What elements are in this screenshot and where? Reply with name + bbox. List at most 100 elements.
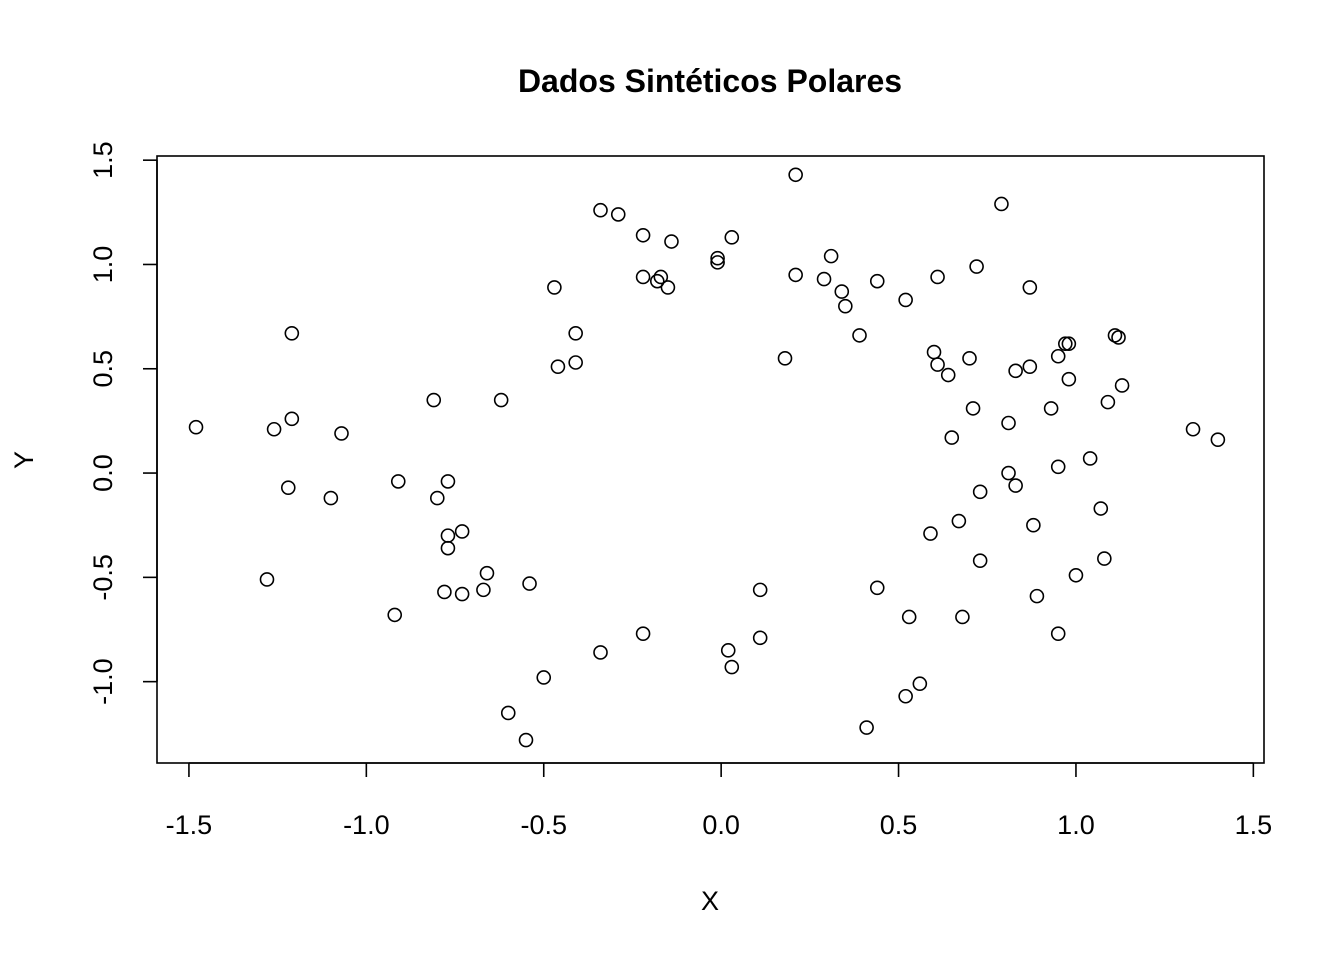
- data-point: [720, 643, 736, 658]
- data-point: [1058, 336, 1073, 352]
- data-point: [476, 582, 491, 598]
- data-point: [930, 269, 945, 285]
- data-point: [944, 430, 960, 445]
- data-point: [940, 367, 956, 383]
- x-tick-label: 1.5: [1235, 810, 1273, 840]
- data-point: [1008, 478, 1023, 493]
- data-point: [334, 426, 349, 441]
- data-point: [550, 359, 566, 374]
- data-point: [547, 280, 562, 295]
- data-point: [1029, 588, 1045, 604]
- data-point: [479, 565, 495, 581]
- data-point: [1050, 459, 1066, 475]
- data-point: [823, 248, 839, 264]
- data-point: [493, 392, 509, 408]
- data-point: [788, 167, 803, 183]
- data-point: [1185, 421, 1201, 437]
- data-point: [390, 474, 406, 489]
- data-point: [994, 196, 1009, 212]
- data-point: [955, 609, 970, 625]
- data-point: [522, 576, 537, 591]
- data-point: [660, 280, 676, 295]
- data-point: [752, 630, 768, 646]
- y-axis-label: Y: [9, 451, 39, 469]
- data-point: [710, 255, 725, 270]
- data-point: [635, 626, 651, 641]
- data-point: [1068, 567, 1084, 583]
- data-point: [1022, 359, 1038, 374]
- chart-title: Dados Sintéticos Polares: [518, 63, 902, 99]
- data-point: [568, 326, 583, 341]
- data-point: [387, 607, 403, 623]
- data-point: [259, 572, 275, 587]
- data-point: [593, 645, 608, 660]
- data-point: [188, 419, 204, 435]
- x-tick-label: 0.5: [880, 810, 918, 840]
- data-point: [923, 526, 938, 541]
- data-point: [912, 676, 928, 692]
- data-point: [426, 392, 442, 408]
- data-point: [1111, 330, 1126, 345]
- data-point: [777, 351, 793, 366]
- data-point: [1061, 371, 1077, 387]
- data-point: [649, 273, 665, 289]
- data-point: [1093, 501, 1109, 516]
- data-point: [1097, 551, 1112, 566]
- data-point: [1001, 465, 1016, 481]
- data-point: [284, 326, 300, 341]
- plot-frame: [156, 155, 1265, 764]
- data-point: [440, 540, 456, 556]
- y-tick-label: 0.0: [88, 454, 118, 492]
- data-point: [280, 480, 296, 495]
- x-tick-label: -1.5: [166, 810, 213, 840]
- data-point: [834, 284, 850, 299]
- data-point: [852, 328, 867, 343]
- data-point: [1043, 401, 1059, 416]
- data-point: [1050, 626, 1066, 641]
- data-point: [710, 250, 725, 266]
- y-tick-label: -0.5: [88, 554, 118, 601]
- data-point: [965, 401, 981, 416]
- data-point: [664, 234, 679, 249]
- data-point: [653, 269, 669, 285]
- data-point: [1100, 394, 1116, 410]
- data-point: [1107, 328, 1123, 343]
- data-point: [1061, 336, 1077, 352]
- data-point: [440, 474, 456, 489]
- data-point: [962, 351, 977, 366]
- data-point: [898, 292, 913, 308]
- data-point: [930, 357, 945, 372]
- data-point: [752, 582, 768, 598]
- data-point: [518, 732, 534, 748]
- x-tick-label: 1.0: [1057, 810, 1095, 840]
- data-point: [816, 271, 832, 287]
- data-point: [454, 524, 470, 539]
- x-tick-label: 0.0: [702, 810, 740, 840]
- y-tick-label: -1.0: [88, 658, 118, 705]
- data-point: [1008, 363, 1023, 379]
- y-tick-label: 1.5: [88, 141, 118, 179]
- data-points: [188, 167, 1226, 748]
- data-point: [1114, 378, 1130, 393]
- data-point: [788, 267, 803, 283]
- data-point: [901, 609, 917, 625]
- data-point: [500, 705, 516, 721]
- data-point: [437, 584, 452, 600]
- data-point: [898, 688, 913, 704]
- y-tick-label: 0.5: [88, 350, 118, 388]
- data-point: [266, 421, 282, 437]
- x-axis-label: X: [701, 886, 719, 916]
- data-point: [972, 484, 988, 500]
- data-point: [1026, 517, 1041, 533]
- data-point: [859, 720, 874, 735]
- data-point: [869, 580, 885, 596]
- data-point: [1022, 280, 1038, 295]
- data-point: [284, 411, 300, 427]
- data-point: [1082, 451, 1098, 466]
- data-point: [972, 553, 988, 568]
- data-point: [724, 230, 740, 245]
- data-point: [568, 355, 583, 370]
- data-point: [429, 490, 445, 506]
- data-point: [440, 528, 456, 543]
